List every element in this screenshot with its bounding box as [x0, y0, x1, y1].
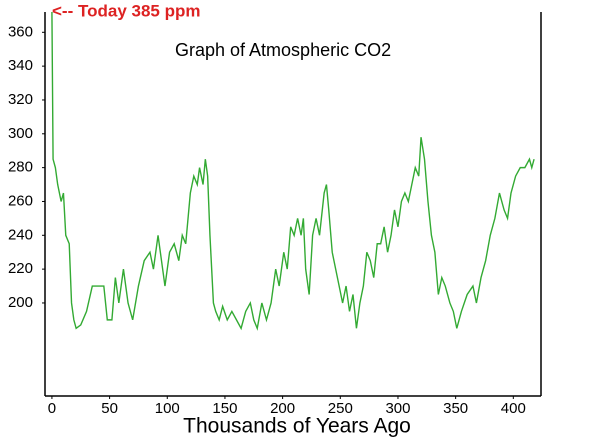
y-tick-label: 240 [8, 226, 33, 243]
y-tick-label: 260 [8, 192, 33, 209]
x-tick-label: 0 [48, 400, 56, 417]
y-tick-label: 360 [8, 23, 33, 40]
y-tick-label: 340 [8, 57, 33, 74]
y-tick-label: 300 [8, 125, 33, 142]
x-tick-label: 100 [155, 400, 180, 417]
y-tick-label: 220 [8, 260, 33, 277]
data-line [51, 11, 535, 331]
x-tick-label: 50 [101, 400, 118, 417]
x-tick-label: 300 [385, 400, 410, 417]
annotation: <-- Today 385 ppm [52, 1, 200, 20]
x-tick-label: 150 [212, 400, 237, 417]
y-tick-label: 200 [8, 294, 33, 311]
x-tick-label: 200 [270, 400, 295, 417]
y-tick-label: 320 [8, 91, 33, 108]
x-tick-label: 250 [328, 400, 353, 417]
chart-title: Graph of Atmospheric CO2 [175, 40, 391, 60]
x-tick-label: 350 [443, 400, 468, 417]
x-axis-label: Thousands of Years Ago [183, 415, 411, 438]
x-tick-label: 400 [501, 400, 526, 417]
y-tick-label: 280 [8, 159, 33, 176]
